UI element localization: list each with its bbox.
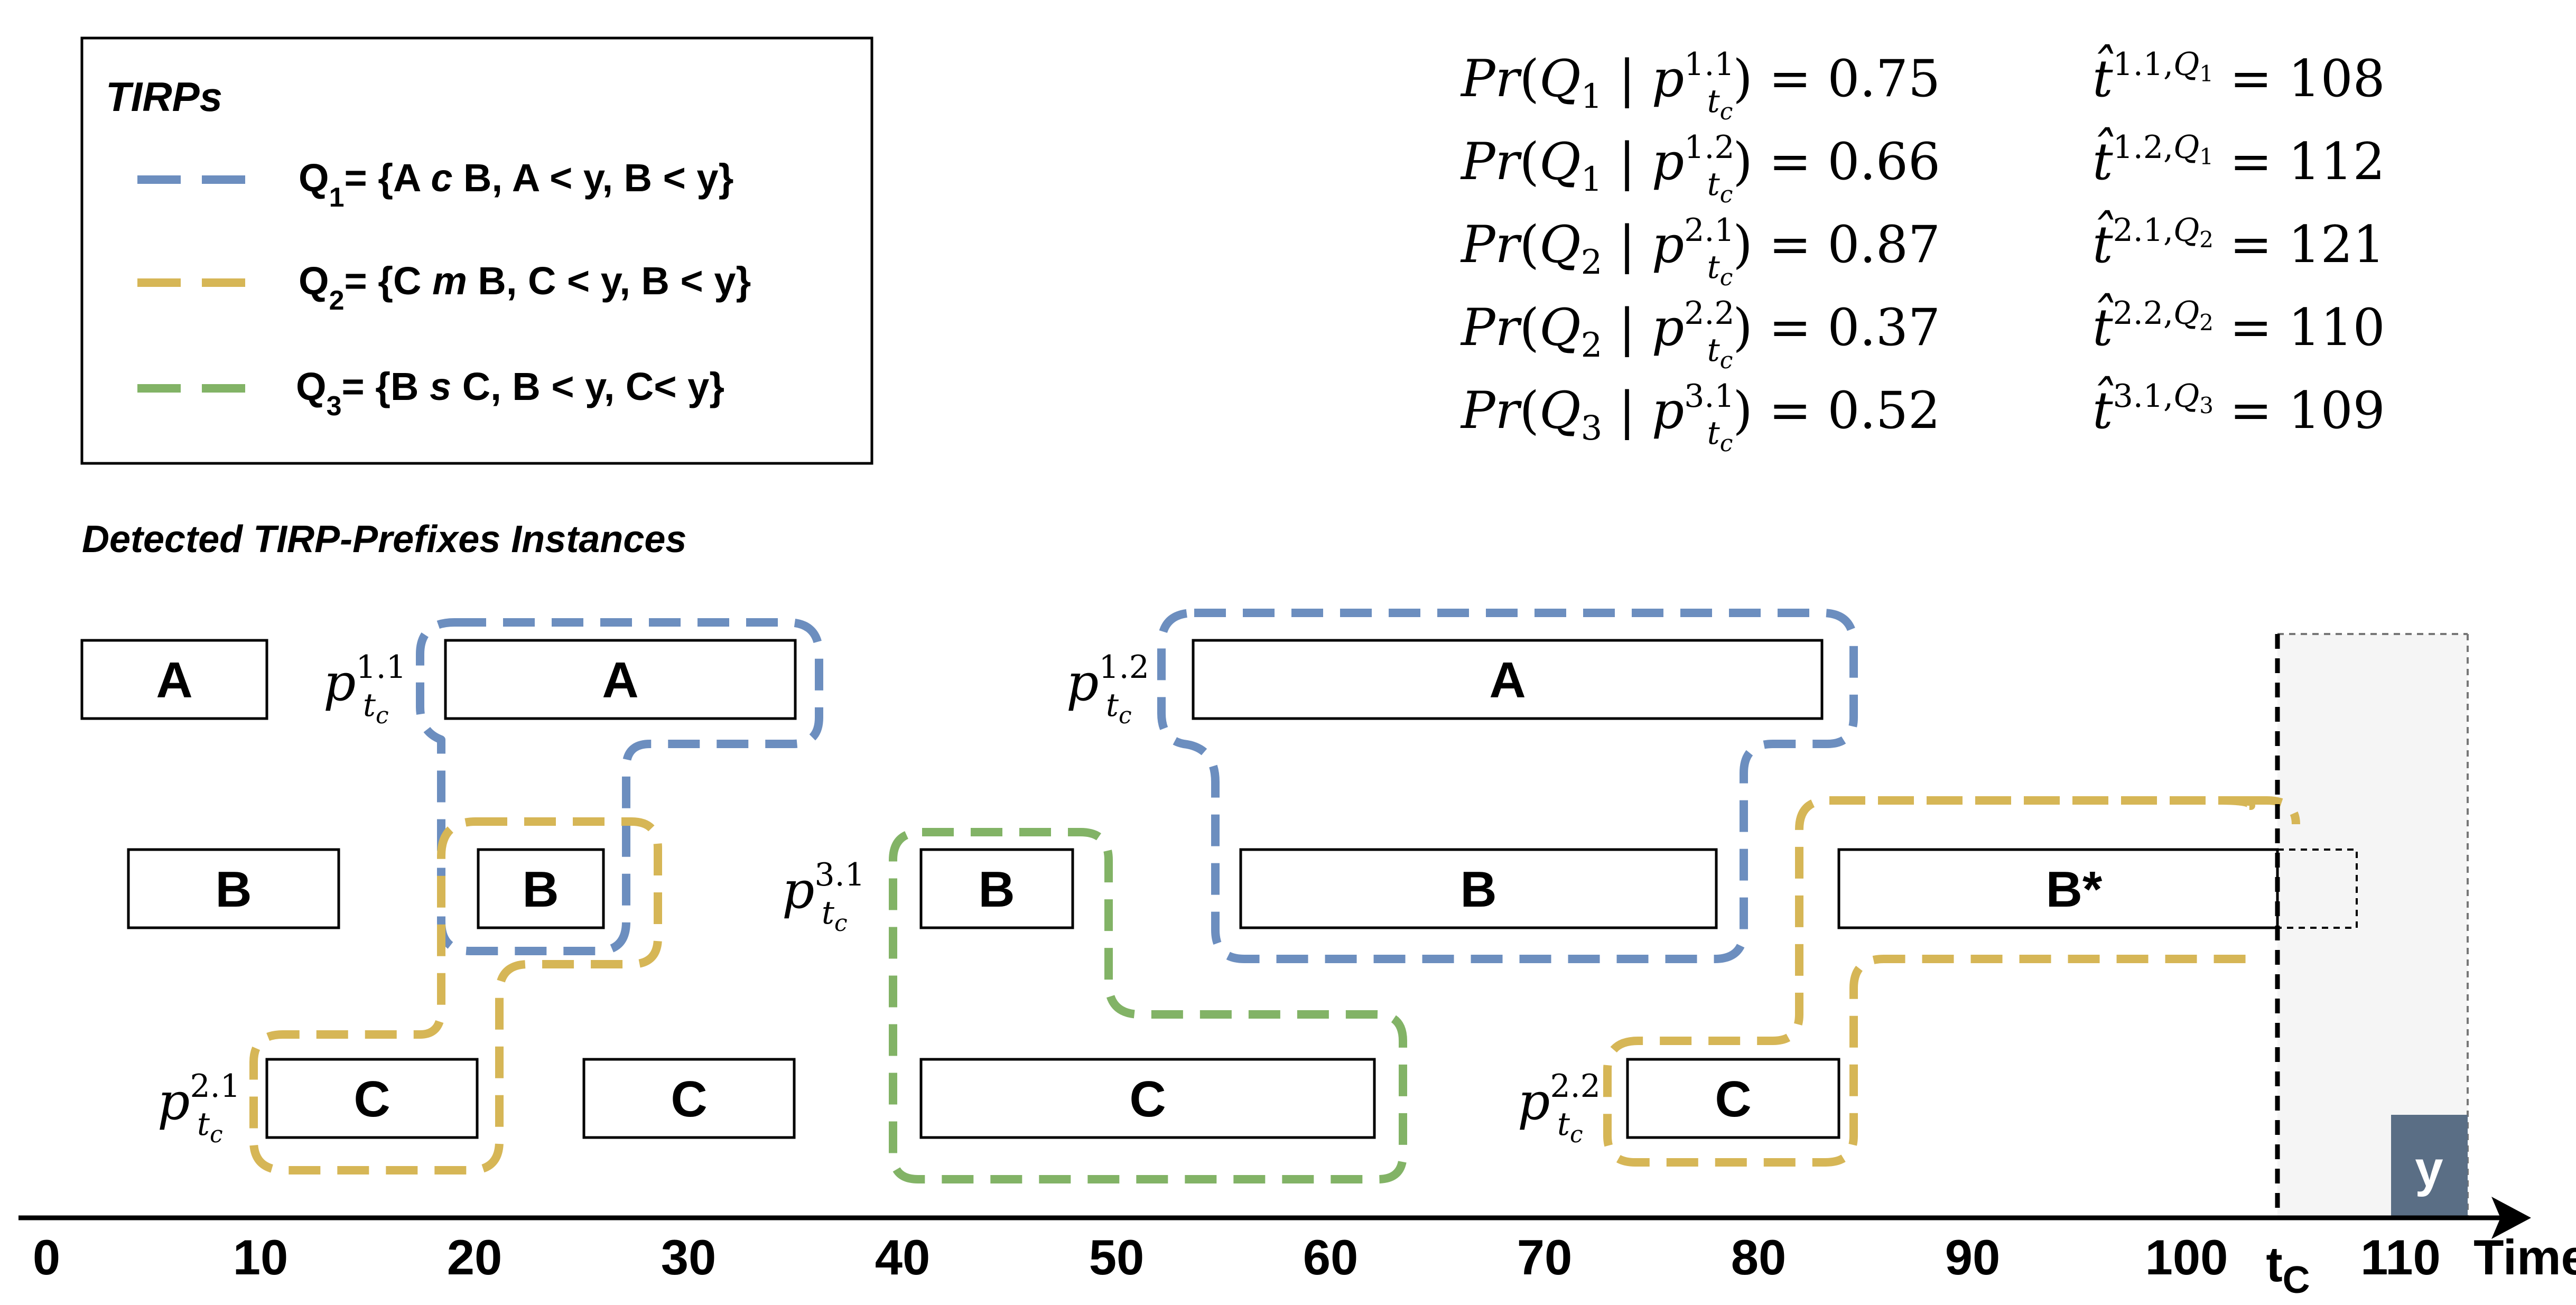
outline-q2-instance-2-1	[249, 817, 662, 1174]
time-tick-label: 80	[1731, 1229, 1787, 1285]
time-tick-label: 50	[1089, 1229, 1145, 1285]
interval-b-1-label: B	[215, 861, 252, 918]
interval-c-3-label: C	[1129, 1071, 1166, 1127]
interval-a-3	[1192, 639, 1824, 720]
outline-q1-instance-1-2	[1157, 609, 1858, 963]
interval-c-4	[1626, 1058, 1840, 1139]
legend: TIRPs Q1= {A c B, A < y, B < y} Q2= {C m…	[80, 36, 873, 465]
probability-equation: Pr(Q2 | p2.1 tc) = 0.87	[1460, 212, 1940, 291]
time-tick-label: 20	[447, 1229, 503, 1285]
probability-equation: Pr(Q3 | p3.1 tc) = 0.52	[1460, 378, 1940, 457]
prefix-label-p12: p1.2 tc	[1066, 649, 1149, 729]
probability-equation: Pr(Q1 | p1.1 tc) = 0.75	[1460, 46, 1940, 125]
time-tick-label: 60	[1303, 1229, 1359, 1285]
interval-c-4-label: C	[1715, 1071, 1751, 1127]
interval-b-star	[1837, 848, 2279, 929]
interval-c-2-label: C	[671, 1071, 707, 1127]
time-tick-label: 40	[875, 1229, 931, 1285]
current-time-label: tC	[2266, 1236, 2310, 1301]
prefix-label-p11: p1.1 tc	[323, 649, 406, 729]
interval-a-2-label: A	[602, 652, 638, 709]
prefix-label-p21: p2.1 tc	[157, 1068, 240, 1148]
interval-a-1	[80, 639, 268, 720]
outline-q1-instance-1-1	[416, 618, 823, 955]
time-tick-label: 30	[661, 1229, 717, 1285]
interval-b-4	[1239, 848, 1718, 929]
interval-c-2	[582, 1058, 796, 1139]
interval-b-star-projection	[2276, 849, 2358, 929]
time-tick-label: 90	[1945, 1229, 2001, 1285]
time-tick-label: 70	[1517, 1229, 1573, 1285]
interval-b-4-label: B	[1460, 861, 1496, 918]
probability-table: Pr(Q1 | p1.1 tc) = 0.75 t̂1.1,Q1 = 108 Pr(Q…	[1460, 44, 2385, 457]
interval-c-1	[265, 1058, 479, 1139]
interval-c-1-label: C	[354, 1071, 390, 1127]
prefix-outlines	[249, 609, 2300, 1183]
intervals: A A A B B B B B* C C C C	[80, 639, 2358, 1139]
legend-q3-text: Q3= {B s C, B < y, C< y}	[296, 365, 724, 422]
estimate-equation: t̂3.1,Q3 = 109	[2093, 376, 2385, 440]
estimate-equation: t̂1.1,Q1 = 108	[2093, 44, 2385, 108]
probability-equation: Pr(Q2 | p2.2 tc) = 0.37	[1460, 295, 1940, 374]
interval-b-star-label: B*	[2046, 861, 2103, 918]
estimate-equation: t̂2.2,Q2 = 110	[2093, 293, 2385, 357]
time-axis-label: Time	[2473, 1229, 2576, 1285]
estimate-equation: t̂2.1,Q2 = 121	[2093, 210, 2385, 274]
time-tick-label: 10	[233, 1229, 289, 1285]
outline-q2-instance-2-2-cap	[2250, 796, 2300, 825]
section-title: Detected TIRP-Prefixes Instances	[82, 518, 686, 561]
interval-b-3	[919, 848, 1074, 929]
probability-equation: Pr(Q1 | p1.2 tc) = 0.66	[1460, 129, 1940, 208]
legend-q1-text: Q1= {A c B, A < y, B < y}	[299, 156, 733, 213]
time-axis: 0 10 20 30 40 50 60 70 80 90 100 110 tC Time	[18, 1197, 2576, 1301]
prefix-label-p22: p2.2 tc	[1518, 1068, 1601, 1148]
outline-q3-instance-3-1	[889, 828, 1407, 1183]
interval-b-2	[477, 848, 605, 929]
outcome-y-box	[2391, 1115, 2468, 1218]
estimate-equation: t̂1.2,Q1 = 112	[2093, 127, 2385, 191]
prefix-label-p31: p3.1 tc	[782, 856, 865, 937]
time-tick-label: 110	[2360, 1229, 2441, 1285]
interval-a-1-label: A	[156, 652, 192, 709]
interval-c-3	[919, 1058, 1376, 1139]
time-axis-arrowhead	[2491, 1197, 2531, 1239]
legend-title: TIRPs	[106, 73, 222, 120]
interval-b-3-label: B	[978, 861, 1015, 918]
outcome-y-label: y	[2415, 1141, 2443, 1197]
prefix-labels: p1.1 tc p1.2 tc p3.1 tc p2.1 tc p2.2 tc	[157, 649, 1601, 1148]
legend-q2-text: Q2= {C m B, C < y, B < y}	[299, 259, 751, 316]
interval-a-3-label: A	[1489, 652, 1526, 709]
time-tick-label: 100	[2145, 1229, 2228, 1285]
interval-b-2-label: B	[522, 861, 559, 918]
time-axis-ticks: 0 10 20 30 40 50 60 70 80 90 100 110	[33, 1229, 2441, 1285]
time-tick-label: 0	[33, 1229, 60, 1285]
interval-b-1	[127, 848, 340, 929]
outline-q2-instance-2-2-body	[1603, 796, 2250, 1167]
interval-a-2	[444, 639, 797, 720]
